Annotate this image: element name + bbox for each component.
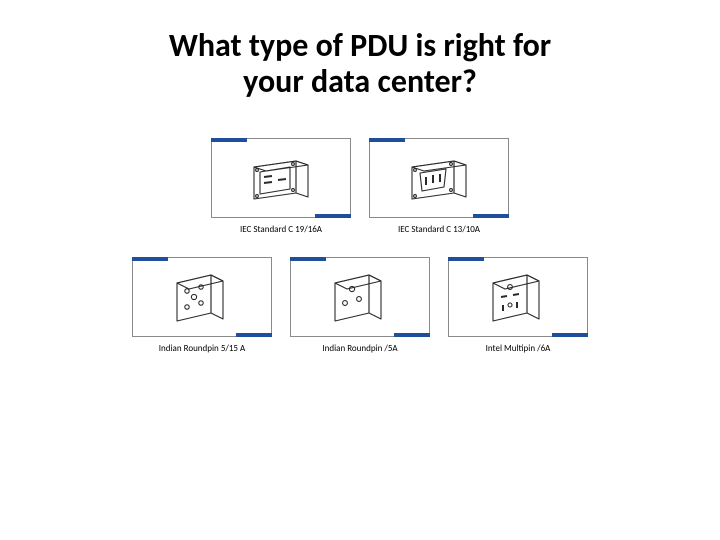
- card-multipin: Intel Multipin /6A: [448, 257, 588, 354]
- accent-bar-bottom: [552, 333, 588, 337]
- gallery-row-1: IEC Standard C 19/16A: [211, 138, 509, 235]
- accent-bar-top: [448, 257, 484, 261]
- accent-bar-top: [290, 257, 326, 261]
- card-label: IEC Standard C 19/16A: [240, 224, 322, 235]
- accent-bar-bottom: [236, 333, 272, 337]
- title-line-2: your data center?: [243, 62, 477, 101]
- accent-bar-bottom: [473, 214, 509, 218]
- card-label: Intel Multipin /6A: [486, 343, 551, 354]
- card-label: Indian Roundpin /5A: [322, 343, 397, 354]
- title-line-1: What type of PDU is right for: [169, 26, 551, 65]
- card-label: Indian Roundpin 5/15 A: [159, 343, 245, 354]
- slide: What type of PDU is right for your data …: [0, 0, 720, 540]
- roundpin-5-icon: [325, 269, 395, 325]
- socket-gallery: IEC Standard C 19/16A: [40, 138, 680, 354]
- card-box: [132, 257, 272, 337]
- multipin-icon: [483, 269, 553, 325]
- card-box: [369, 138, 509, 218]
- accent-bar-top: [211, 138, 247, 142]
- card-box: [448, 257, 588, 337]
- iec-c19-icon: [242, 153, 320, 203]
- card-box: [290, 257, 430, 337]
- iec-c13-icon: [400, 153, 478, 203]
- accent-bar-top: [132, 257, 168, 261]
- roundpin-515-icon: [167, 269, 237, 325]
- accent-bar-bottom: [394, 333, 430, 337]
- card-roundpin-515: Indian Roundpin 5/15 A: [132, 257, 272, 354]
- accent-bar-bottom: [315, 214, 351, 218]
- card-iec-c13: IEC Standard C 13/10A: [369, 138, 509, 235]
- card-roundpin-5: Indian Roundpin /5A: [290, 257, 430, 354]
- card-box: [211, 138, 351, 218]
- card-label: IEC Standard C 13/10A: [398, 224, 480, 235]
- page-title: What type of PDU is right for your data …: [40, 28, 680, 100]
- accent-bar-top: [369, 138, 405, 142]
- gallery-row-2: Indian Roundpin 5/15 A: [132, 257, 588, 354]
- card-iec-c19: IEC Standard C 19/16A: [211, 138, 351, 235]
